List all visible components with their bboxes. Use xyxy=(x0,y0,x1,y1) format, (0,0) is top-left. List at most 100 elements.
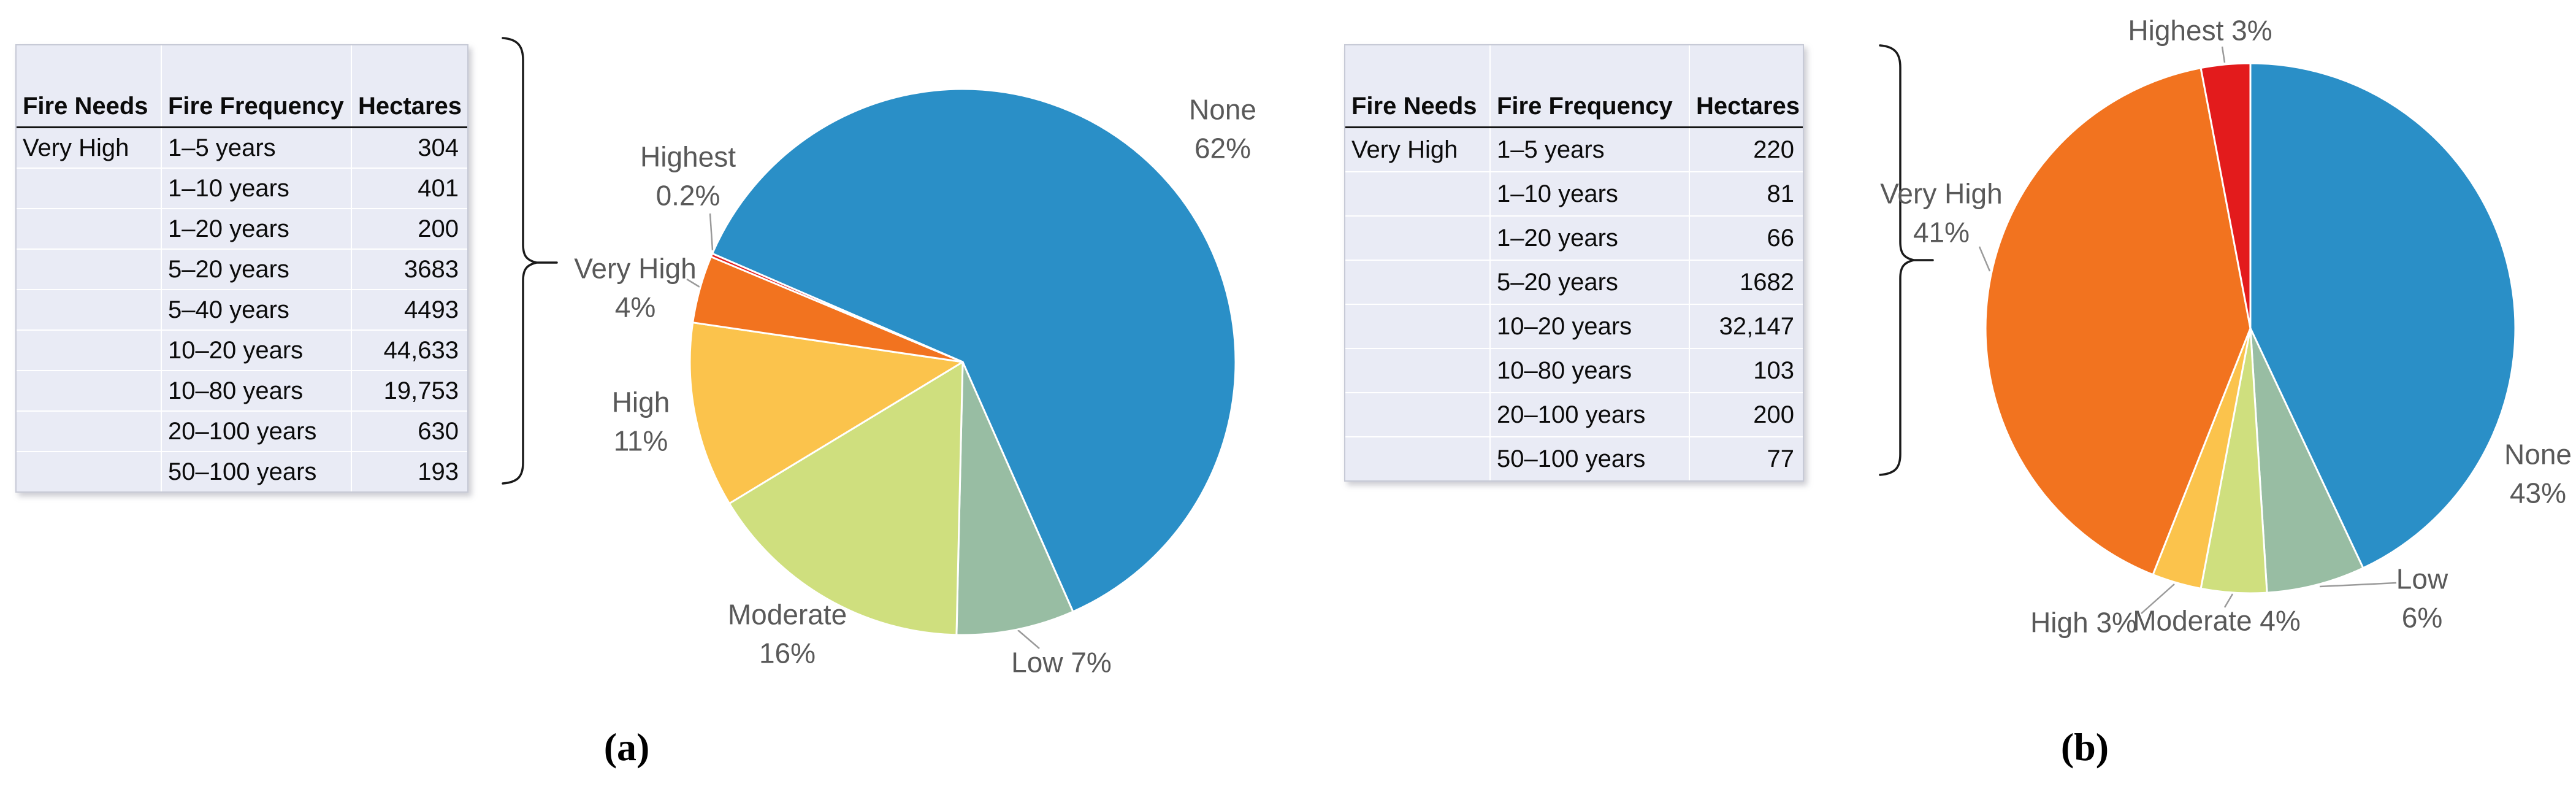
panel-caption-b: (b) xyxy=(2060,725,2109,769)
leader-line-low-b xyxy=(2319,582,2397,588)
pie-label-value: 4% xyxy=(614,291,656,323)
table-row: 50–100 years 77 xyxy=(1345,437,1803,480)
table-row: 10–20 years 32,147 xyxy=(1345,305,1803,349)
table-cell: 193 xyxy=(351,452,467,491)
table-cell: 200 xyxy=(1689,393,1803,436)
table-cell: 1682 xyxy=(1689,261,1803,304)
table-row: Very High 1–5 years 220 xyxy=(1345,128,1803,172)
table-cell: 10–80 years xyxy=(161,371,351,410)
table-cell xyxy=(17,290,161,329)
table-row: 20–100 years 630 xyxy=(17,412,467,452)
leader-line-very-high-b xyxy=(1978,246,1991,272)
brace-b xyxy=(1879,44,1934,476)
table-cell xyxy=(17,371,161,410)
table-header-cell: Hectares xyxy=(351,45,467,126)
pie-label-name: Low xyxy=(2396,563,2448,595)
table-cell: 77 xyxy=(1689,437,1803,480)
pie-slice-low xyxy=(955,361,1074,636)
table-row: 10–80 years 19,753 xyxy=(17,371,467,412)
panel-caption-a: (a) xyxy=(603,725,650,769)
table-cell: 1–5 years xyxy=(161,128,351,167)
pie-label-name: Highest xyxy=(640,140,736,173)
pie-label-none: None 43% xyxy=(2504,436,2572,514)
table-row: 1–10 years 401 xyxy=(17,169,467,209)
pie-label-very-high: Very High 41% xyxy=(1880,175,2002,253)
pie-label-very-high: Very High 4% xyxy=(574,250,696,328)
pie-label-value: 16% xyxy=(759,637,816,669)
pie-label-value: 0.2% xyxy=(655,180,720,212)
table-cell xyxy=(1345,437,1489,480)
pie-label-moderate: Moderate 16% xyxy=(728,596,847,674)
pie-slice-none xyxy=(2249,62,2517,569)
table-cell xyxy=(1345,261,1489,304)
table-cell xyxy=(1345,305,1489,348)
table-row: 5–40 years 4493 xyxy=(17,290,467,331)
table-cell: 1–20 years xyxy=(161,209,351,248)
pie-slice-moderate xyxy=(728,361,964,636)
pie-slice-low xyxy=(2249,327,2364,594)
table-cell: 10–20 years xyxy=(161,331,351,370)
pie-label-moderate: Moderate 4% xyxy=(2133,604,2301,637)
table-row: 5–20 years 1682 xyxy=(1345,261,1803,305)
pie-label-highest: Highest 3% xyxy=(2128,14,2272,47)
table-cell: 103 xyxy=(1689,349,1803,392)
table-row: 20–100 years 200 xyxy=(1345,393,1803,437)
table-cell: 4493 xyxy=(351,290,467,329)
table-header-cell: Fire Frequency xyxy=(1489,45,1689,126)
leader-line-highest-a xyxy=(709,213,714,251)
table-cell: 401 xyxy=(351,169,467,208)
table-cell: 5–20 years xyxy=(1489,261,1689,304)
pie-label-high: High 11% xyxy=(612,383,670,461)
table-cell: 81 xyxy=(1689,172,1803,215)
table-cell: 32,147 xyxy=(1689,305,1803,348)
table-cell: 200 xyxy=(351,209,467,248)
pie-label-low: Low 6% xyxy=(2396,560,2448,638)
table-cell xyxy=(1345,393,1489,436)
table-cell: 1–10 years xyxy=(161,169,351,208)
leader-line-highest-b xyxy=(2221,46,2226,63)
table-cell xyxy=(17,250,161,289)
table-header-cell: Fire Needs xyxy=(23,93,148,120)
pie-label-high: High 3% xyxy=(2030,606,2137,639)
table-cell: Very High xyxy=(1351,136,1458,163)
table-cell: 50–100 years xyxy=(1489,437,1689,480)
pie-slice-very-high xyxy=(1984,67,2252,576)
table-cell xyxy=(17,412,161,451)
table-cell: 10–20 years xyxy=(1489,305,1689,348)
table-header-row: Fire Needs Fire Frequency Hectares xyxy=(1345,45,1803,128)
pie-slice-high xyxy=(689,321,964,505)
table-row: 1–10 years 81 xyxy=(1345,172,1803,217)
table-cell: 5–40 years xyxy=(161,290,351,329)
leader-line-low-a xyxy=(1017,629,1040,649)
table-cell xyxy=(17,169,161,208)
pie-label-highest: Highest 0.2% xyxy=(640,138,736,216)
table-cell xyxy=(1345,349,1489,392)
brace-a xyxy=(502,37,558,485)
pie-chart-b xyxy=(1984,62,2517,595)
leader-line-moderate-b xyxy=(2223,593,2234,608)
table-cell: 50–100 years xyxy=(161,452,351,491)
pie-label-name: None xyxy=(1189,93,1256,126)
table-header-cell: Fire Needs xyxy=(1351,93,1477,120)
table-cell: 19,753 xyxy=(351,371,467,410)
table-row: Very High 1–5 years 304 xyxy=(17,128,467,169)
table-cell: 1–10 years xyxy=(1489,172,1689,215)
pie-label-name: High xyxy=(611,386,670,418)
fire-needs-table-b: Fire Needs Fire Frequency Hectares Very Hig… xyxy=(1344,44,1804,482)
table-cell: 44,633 xyxy=(351,331,467,370)
table-cell: 20–100 years xyxy=(1489,393,1689,436)
table-cell: 20–100 years xyxy=(161,412,351,451)
pie-label-value: 43% xyxy=(2509,477,2567,509)
table-row: 1–20 years 66 xyxy=(1345,217,1803,261)
table-cell: 630 xyxy=(351,412,467,451)
pie-slice-highest xyxy=(709,252,964,363)
table-cell: 10–80 years xyxy=(1489,349,1689,392)
table-header-cell: Fire Frequency xyxy=(161,45,351,126)
table-cell xyxy=(17,331,161,370)
pie-label-none: None 62% xyxy=(1189,91,1256,169)
table-cell: 220 xyxy=(1689,128,1803,171)
pie-label-low: Low 7% xyxy=(1011,646,1112,679)
pie-slice-highest xyxy=(2200,62,2252,329)
